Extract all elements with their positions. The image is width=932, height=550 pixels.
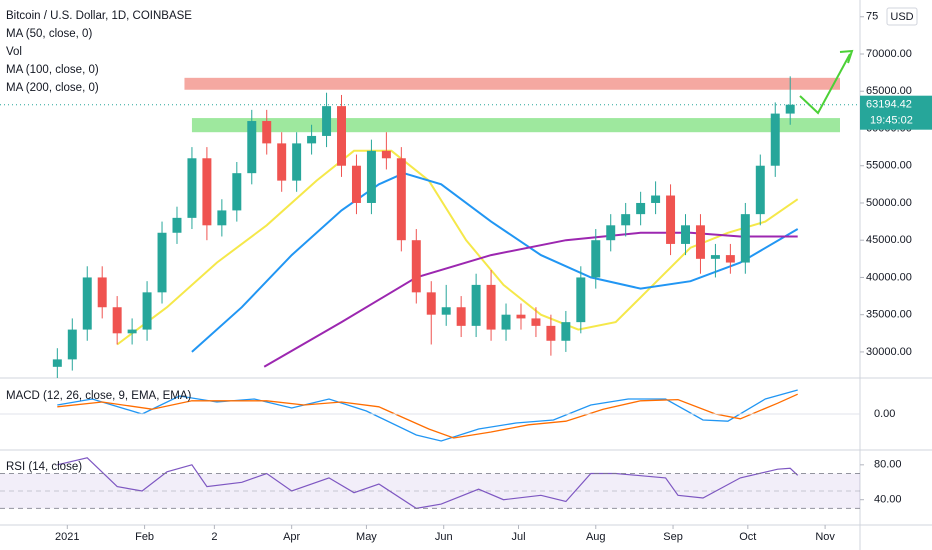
price-zone bbox=[191, 118, 841, 133]
candle-body bbox=[307, 135, 317, 144]
candle-body bbox=[82, 277, 92, 330]
candle-body bbox=[52, 359, 62, 367]
candle-body bbox=[576, 277, 586, 323]
y-tick-label: 0.00 bbox=[874, 408, 895, 420]
moving-average bbox=[263, 231, 798, 368]
candle-body bbox=[381, 150, 391, 159]
x-tick-label: Apr bbox=[283, 531, 300, 543]
y-tick-label: 40.00 bbox=[874, 494, 902, 506]
last-price-badge bbox=[860, 95, 932, 130]
candle-body bbox=[172, 217, 182, 233]
candle-body bbox=[97, 277, 107, 308]
candle-body bbox=[351, 165, 361, 203]
candle-body bbox=[112, 307, 122, 334]
candle-body bbox=[740, 214, 750, 263]
y-tick-label: 30000.00 bbox=[866, 346, 912, 358]
y-tick-label: 35000.00 bbox=[866, 309, 912, 321]
plot-area bbox=[52, 76, 841, 510]
candle-body bbox=[277, 143, 287, 181]
candle-body bbox=[666, 195, 676, 244]
rsi-title: RSI (14, close) bbox=[6, 461, 82, 473]
candle-body bbox=[202, 158, 212, 226]
candle-body bbox=[561, 322, 571, 341]
candle-body bbox=[681, 225, 690, 244]
rsi-band bbox=[0, 473, 860, 509]
y-tick-label: 75 bbox=[866, 11, 878, 23]
ma-legend: MA (100, close, 0) bbox=[6, 64, 99, 76]
currency: USD bbox=[890, 11, 913, 23]
candle-body bbox=[142, 292, 152, 330]
x-tick-label: Oct bbox=[739, 531, 756, 543]
macd-title: MACD (12, 26, close, 9, EMA, EMA) bbox=[6, 390, 192, 402]
y-tick-label: 65000.00 bbox=[866, 85, 912, 97]
candle-body bbox=[232, 173, 242, 211]
candle-body bbox=[770, 113, 780, 166]
x-tick-label: Nov bbox=[815, 531, 835, 543]
x-tick-label: Feb bbox=[135, 531, 154, 543]
y-tick-label: 80.00 bbox=[874, 459, 902, 471]
macd-line bbox=[57, 393, 798, 439]
candle-body bbox=[501, 314, 511, 330]
candle-body bbox=[785, 104, 795, 114]
candle-body bbox=[636, 202, 646, 215]
candle-body bbox=[217, 210, 227, 226]
countdown: 19:45:02 bbox=[870, 115, 913, 127]
candle-body bbox=[292, 143, 302, 181]
candle-body bbox=[247, 121, 257, 174]
candle-body bbox=[67, 329, 77, 360]
ma-legend: MA (50, close, 0) bbox=[6, 28, 92, 40]
y-tick-label: 50000.00 bbox=[866, 197, 912, 209]
candle-body bbox=[516, 314, 526, 319]
volume-label: Vol bbox=[6, 46, 22, 58]
price-zone bbox=[184, 77, 841, 90]
candle-body bbox=[725, 255, 735, 263]
candle-body bbox=[606, 225, 616, 241]
candle-body bbox=[591, 240, 601, 278]
candle-body bbox=[262, 121, 272, 144]
x-tick-label: May bbox=[356, 531, 377, 543]
x-tick-label: Jun bbox=[435, 531, 453, 543]
last-price: 63194.42 bbox=[866, 99, 912, 111]
chart-title: Bitcoin / U.S. Dollar, 1D, COINBASE bbox=[6, 10, 192, 22]
y-tick-label: 45000.00 bbox=[866, 234, 912, 246]
candle-body bbox=[127, 329, 137, 334]
candle-body bbox=[755, 165, 765, 215]
candle-body bbox=[337, 106, 346, 166]
rsi-line bbox=[57, 457, 799, 510]
candle-body bbox=[441, 307, 451, 315]
candle-body bbox=[531, 318, 541, 326]
candle-body bbox=[456, 307, 466, 326]
y-tick-label: 55000.00 bbox=[866, 160, 912, 172]
x-tick-label: 2021 bbox=[55, 531, 79, 543]
macd-line bbox=[57, 389, 798, 442]
candle-body bbox=[157, 232, 167, 293]
x-tick-label: Sep bbox=[663, 531, 683, 543]
x-tick-label: Jul bbox=[511, 531, 525, 543]
candle-body bbox=[411, 240, 421, 293]
x-tick-label: 2 bbox=[211, 531, 217, 543]
y-tick-label: 40000.00 bbox=[866, 271, 912, 283]
candle-body bbox=[651, 195, 661, 203]
candle-body bbox=[546, 325, 556, 341]
candle-body bbox=[695, 225, 705, 259]
candle-body bbox=[486, 284, 496, 330]
moving-average bbox=[191, 172, 799, 353]
candle-body bbox=[366, 150, 376, 203]
currency-badge[interactable] bbox=[886, 7, 918, 26]
forecast-arrow bbox=[799, 49, 854, 115]
x-tick-label: Aug bbox=[586, 531, 606, 543]
y-tick-label: 70000.00 bbox=[866, 48, 912, 60]
candle-body bbox=[322, 106, 332, 136]
candle-body bbox=[426, 292, 436, 315]
ma-legend: MA (200, close, 0) bbox=[6, 82, 99, 94]
candle-body bbox=[621, 214, 631, 226]
candle-body bbox=[471, 284, 481, 326]
candle-body bbox=[396, 158, 406, 241]
candle-body bbox=[710, 255, 720, 259]
candle-body bbox=[187, 158, 197, 218]
